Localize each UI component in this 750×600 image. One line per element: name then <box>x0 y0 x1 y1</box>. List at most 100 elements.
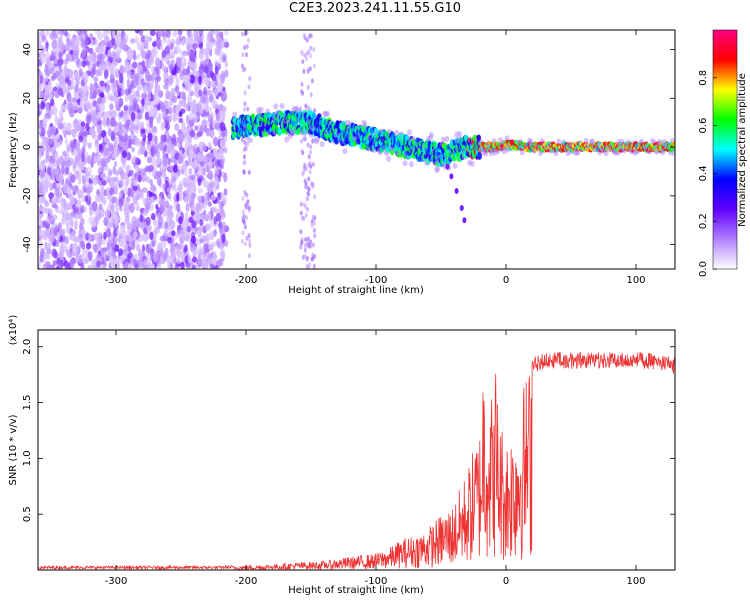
spectrogram-cell <box>149 231 154 241</box>
spectrogram-cell <box>81 152 85 163</box>
spectrogram-cell <box>302 32 306 38</box>
spectrogram-cell <box>206 212 212 221</box>
spectrogram-cell <box>186 75 191 82</box>
spectrogram-cell <box>189 90 195 97</box>
spectrogram-cell <box>107 222 112 228</box>
spectrogram-cell <box>394 130 400 136</box>
spectrogram-cell <box>302 215 306 221</box>
spectrogram-cell <box>104 208 111 218</box>
spectrogram-cell <box>247 84 251 90</box>
spectrogram-cell <box>111 196 117 204</box>
spectrogram-cell <box>159 199 165 207</box>
spectrogram-cell <box>85 123 90 132</box>
spectrogram-cell <box>307 187 311 192</box>
spectrogram-cell <box>54 151 59 161</box>
spectrogram-cell <box>232 111 238 118</box>
spectrogram-cell <box>67 40 73 47</box>
spectrogram-cell <box>162 171 167 179</box>
spectrogram-cell <box>167 258 173 264</box>
spectrogram-cell <box>79 100 85 108</box>
spectrogram-cell <box>137 174 142 183</box>
spectrogram-cell <box>109 104 114 110</box>
spectrogram-cell <box>72 160 78 168</box>
spectrogram-cell <box>273 103 279 110</box>
spectrogram-cell <box>248 242 252 248</box>
spectrogram-cell <box>86 114 92 125</box>
spectrogram-cell <box>199 248 205 256</box>
spectrogram-cell <box>110 203 115 213</box>
spectrogram-cell <box>247 37 250 43</box>
spectrogram-cell <box>107 168 113 176</box>
spectrogram-cell <box>179 237 184 245</box>
spectrogram-cell <box>305 263 309 269</box>
spectrogram-cell <box>208 230 215 241</box>
spectrogram-cell <box>342 148 348 155</box>
spectrogram-cell <box>47 80 53 88</box>
spectrogram-cell <box>105 186 110 196</box>
spectrogram-cell <box>38 110 41 117</box>
spectrogram-cell <box>45 150 50 160</box>
spectrogram-cell <box>74 220 78 231</box>
spectrogram-cell <box>223 172 228 183</box>
spectrogram-cell <box>243 160 247 165</box>
spectrogram-cell <box>217 83 222 94</box>
spectrogram-cell <box>206 71 211 78</box>
spectrogram-cell <box>50 124 57 135</box>
spectrogram-cell <box>92 100 98 107</box>
spectrogram-cell <box>159 235 166 242</box>
spectrogram-cell <box>152 219 158 227</box>
spectrogram-cell <box>84 140 88 147</box>
spectrogram-cell <box>124 247 129 258</box>
spectrogram-cell <box>310 78 314 84</box>
snr-x-tick-label: -100 <box>365 576 388 587</box>
spectrogram-cell <box>308 262 312 268</box>
spectrogram-cell <box>193 82 199 92</box>
spectrogram-cell <box>214 103 220 110</box>
spectrogram-cell <box>81 60 86 68</box>
spectrogram-cell <box>156 150 161 159</box>
spectrogram-cell <box>198 103 203 110</box>
spectrogram-cell <box>182 177 187 183</box>
spectrogram-cell <box>157 75 161 82</box>
spectrogram-cell <box>79 241 85 248</box>
spectrogram-cell <box>244 241 247 247</box>
spectrogram-x-tick-label: 100 <box>626 275 645 286</box>
spectrogram-cell <box>43 251 49 260</box>
spectrogram-cell <box>112 258 119 266</box>
spectrogram-cell <box>128 84 133 92</box>
spectrogram-cell <box>197 177 202 187</box>
spectrogram-cell <box>54 167 60 174</box>
spectrogram-cell <box>77 237 82 243</box>
spectrogram-cell <box>62 121 67 132</box>
spectrogram-cell <box>154 135 158 145</box>
spectrogram-cell <box>87 155 92 165</box>
spectrogram-cell <box>48 181 52 190</box>
spectrogram-cell <box>62 150 68 157</box>
spectrogram-cell <box>74 118 78 125</box>
spectrogram-cell <box>135 263 139 269</box>
spectrogram-cell <box>44 230 50 238</box>
spectrogram-cell <box>113 125 117 134</box>
spectrogram-cell <box>171 176 177 183</box>
snr-series-line <box>38 351 675 570</box>
spectrogram-cell <box>211 72 217 82</box>
spectrogram-cell <box>171 87 176 97</box>
spectrogram-cell <box>40 101 46 110</box>
spectrogram-cell <box>190 51 196 61</box>
spectrogram-cell <box>147 92 152 101</box>
spectrogram-cell <box>303 247 307 253</box>
spectrogram-cell <box>245 201 249 207</box>
spectrogram-cell <box>131 111 136 122</box>
spectrogram-cell <box>41 127 45 137</box>
spectrogram-cell <box>157 171 163 178</box>
spectrogram-cell <box>183 244 188 253</box>
spectrogram-cell <box>102 117 107 128</box>
spectrogram-x-tick-label: -200 <box>235 275 258 286</box>
spectrogram-cell <box>119 206 123 212</box>
spectrogram-cell <box>307 49 311 55</box>
spectrogram-cell <box>194 246 198 255</box>
spectrogram-cell <box>299 229 303 235</box>
spectrogram-cell <box>304 204 308 210</box>
spectrogram-cell <box>93 243 99 254</box>
spectrogram-cell <box>64 58 69 65</box>
